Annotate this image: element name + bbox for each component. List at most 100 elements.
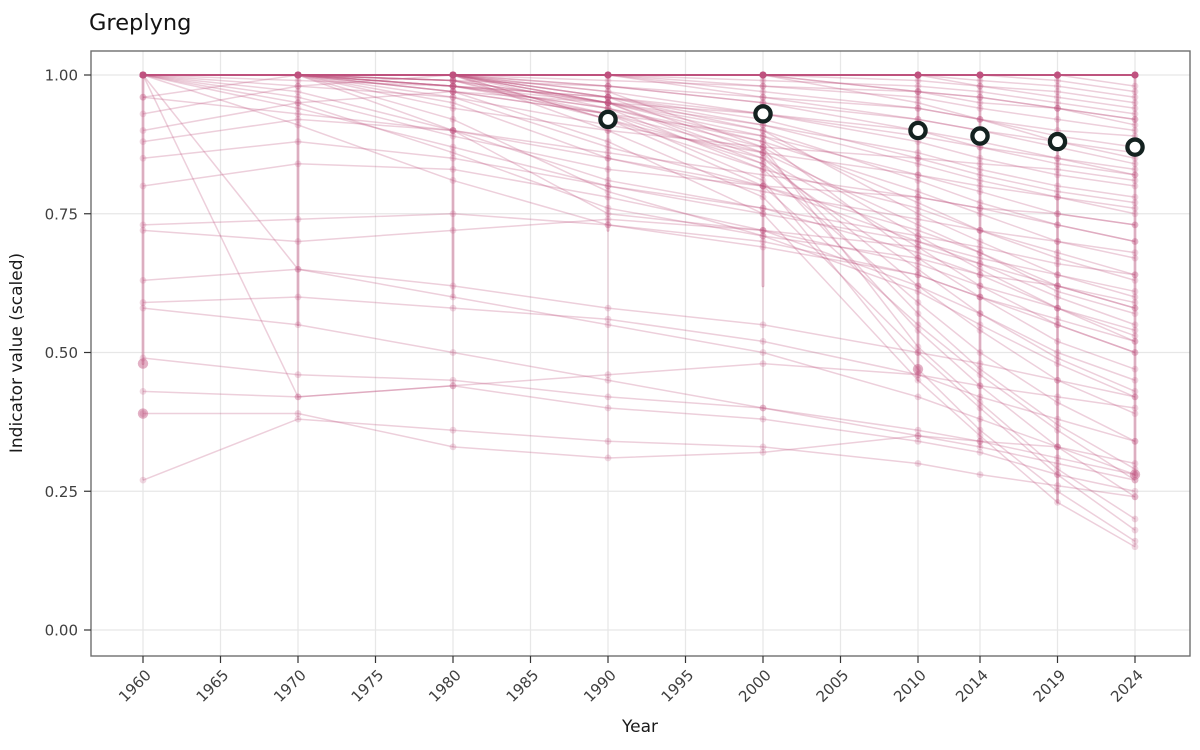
data-point <box>976 437 984 445</box>
series-line <box>142 96 1136 243</box>
data-point <box>139 110 147 118</box>
data-point <box>914 71 922 79</box>
data-point <box>914 71 922 79</box>
data-point <box>976 360 984 367</box>
data-point <box>1131 165 1139 173</box>
data-point <box>449 210 457 218</box>
data-point <box>976 349 984 356</box>
series-line <box>143 74 1136 171</box>
data-point <box>294 71 302 79</box>
data-point <box>449 71 457 79</box>
data-point <box>604 138 612 146</box>
data-point <box>914 149 922 157</box>
data-point <box>1054 71 1061 79</box>
data-point <box>604 71 612 79</box>
data-point <box>759 165 767 173</box>
data-point <box>139 182 147 190</box>
data-point <box>759 227 767 234</box>
data-point <box>1054 71 1061 79</box>
data-point <box>759 415 767 423</box>
data-point <box>759 204 767 212</box>
data-point <box>604 82 612 90</box>
data-point <box>1131 338 1139 345</box>
data-point <box>294 104 302 112</box>
series-line <box>143 74 1136 121</box>
data-point <box>139 71 147 79</box>
data-point <box>1054 71 1061 79</box>
data-point <box>976 188 984 195</box>
data-point <box>914 71 922 79</box>
series-line <box>143 74 1136 398</box>
data-point <box>1131 171 1139 179</box>
data-point <box>139 227 147 234</box>
data-point <box>449 132 457 140</box>
data-point <box>976 227 984 234</box>
data-point <box>1131 543 1139 551</box>
data-point <box>294 71 302 79</box>
series-line <box>142 74 1136 398</box>
data-point <box>604 154 612 162</box>
data-point <box>759 71 767 79</box>
data-point <box>604 93 612 101</box>
data-point <box>139 71 147 79</box>
data-point <box>139 127 147 134</box>
data-point <box>976 265 984 273</box>
data-point <box>604 99 612 107</box>
series-line <box>143 74 1136 104</box>
data-point <box>139 71 147 79</box>
panel-border <box>90 50 1191 657</box>
data-point <box>1131 465 1139 473</box>
data-point <box>139 71 147 79</box>
data-point <box>1054 221 1061 229</box>
data-point <box>1131 99 1139 107</box>
data-point <box>1054 88 1061 96</box>
data-point <box>1131 537 1139 545</box>
series-line <box>143 74 1136 137</box>
data-point <box>914 171 922 179</box>
data-point <box>1131 321 1139 329</box>
series-line <box>143 74 1136 154</box>
data-point <box>449 71 457 79</box>
data-point <box>976 243 984 251</box>
data-point <box>604 71 612 79</box>
x-tick-label: 1960 <box>115 666 155 706</box>
data-point <box>604 99 612 107</box>
data-point <box>1054 104 1061 112</box>
data-point <box>449 71 457 79</box>
data-point <box>759 160 767 168</box>
data-point <box>976 154 984 162</box>
data-point <box>449 71 457 79</box>
data-point <box>449 71 457 79</box>
data-point <box>1131 349 1139 356</box>
data-point <box>449 99 457 107</box>
data-point <box>294 71 302 79</box>
data-point <box>604 182 612 190</box>
data-point <box>914 260 922 268</box>
data-point <box>294 71 302 79</box>
data-point <box>1054 71 1061 79</box>
data-point <box>294 238 302 245</box>
data-point <box>914 88 922 96</box>
series-line <box>143 74 1136 442</box>
data-point <box>604 321 612 329</box>
data-point <box>914 232 922 240</box>
data-point <box>604 204 612 212</box>
data-point <box>604 88 612 96</box>
data-point <box>1054 338 1061 345</box>
data-point <box>139 71 147 79</box>
grid-layer <box>91 51 1190 656</box>
data-point <box>1131 204 1139 212</box>
series-line <box>142 212 1136 354</box>
data-point <box>1131 288 1139 295</box>
data-point <box>604 71 612 79</box>
data-point <box>976 71 984 79</box>
data-point <box>449 154 457 162</box>
data-point <box>449 77 457 84</box>
data-point <box>294 71 302 79</box>
data-point <box>294 71 302 79</box>
data-point <box>759 149 767 157</box>
data-point <box>914 326 922 334</box>
data-point <box>759 82 767 90</box>
